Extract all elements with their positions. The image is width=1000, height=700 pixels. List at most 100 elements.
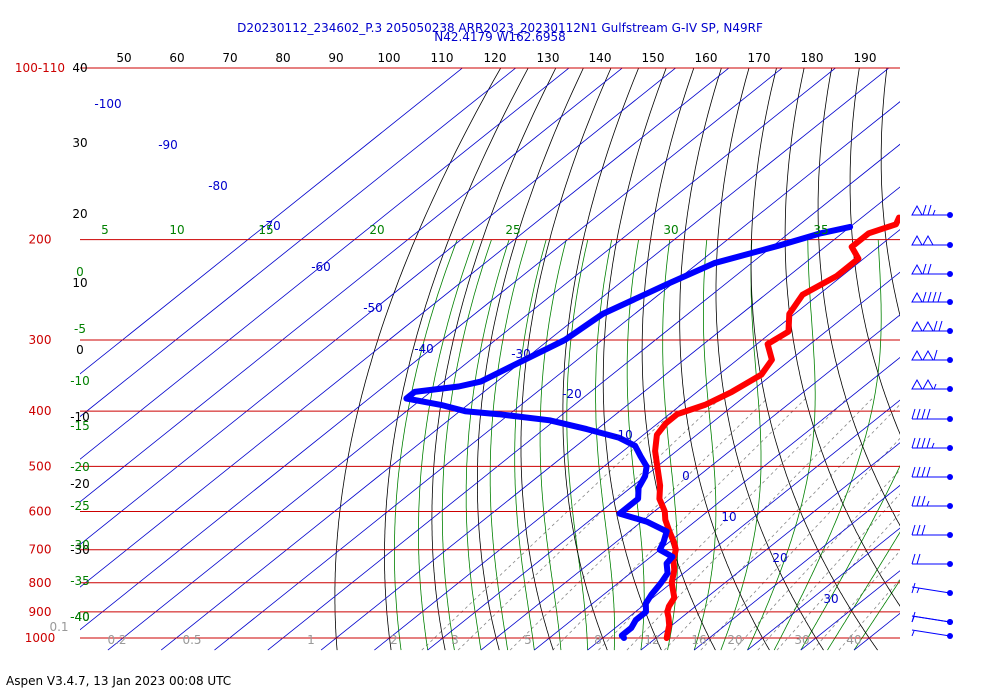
moist-adiabat-line: [418, 239, 475, 651]
wind-barb: [911, 495, 953, 509]
isobars: [80, 67, 900, 639]
wind-barb-half: [916, 587, 920, 594]
isotherm-label: -70: [261, 219, 281, 233]
moist-adiabat-label: -5: [74, 322, 86, 336]
wind-barb-station: [947, 619, 953, 625]
wind-barb-pennant: [922, 378, 934, 390]
left-axis-tick-label: 40: [72, 61, 87, 75]
moist-adiabat-line: [441, 239, 492, 651]
isotherm-label: 30: [823, 592, 838, 606]
isotherm-line: [693, 484, 900, 651]
dry-adiabat-line: [431, 68, 557, 651]
wind-barb: [911, 234, 953, 248]
mixing-ratio-line: [421, 398, 688, 651]
wind-barb-station: [947, 532, 953, 538]
wind-barb-full: [916, 495, 921, 507]
isotherm-line: [267, 143, 900, 651]
moist-adiabat-label: 10: [169, 223, 184, 237]
wind-barb-full: [933, 349, 938, 361]
pressure-tick-label: 800: [29, 576, 52, 590]
top-axis-tick-label: 170: [748, 51, 771, 65]
mixing-ratio-line: [664, 403, 900, 651]
mixing-ratio-label: 3: [451, 633, 459, 647]
wind-barb-full: [932, 291, 937, 303]
sounding-profiles: [403, 214, 900, 641]
isotherm-line: [320, 186, 900, 651]
wind-barb-pennant: [911, 263, 923, 275]
wind-barb-full: [911, 582, 916, 594]
wind-barb-station: [947, 357, 953, 363]
mixing-ratio-lines: [421, 398, 900, 651]
wind-barb-full: [916, 408, 921, 420]
mixing-ratio-label: 12: [644, 633, 659, 647]
wind-barb-station: [947, 271, 953, 277]
wind-barb-station: [947, 386, 953, 392]
mixing-ratio-line: [776, 512, 900, 651]
moist-adiabat-line: [853, 579, 900, 651]
wind-barb: [911, 437, 953, 451]
moist-adiabat-line: [489, 239, 528, 651]
wind-barb-full: [921, 437, 926, 449]
isotherm-label: -40: [414, 342, 434, 356]
wind-barb-full: [916, 553, 921, 565]
left-axis-tick-label: -30: [70, 543, 90, 557]
moist-adiabat-label: 30: [663, 223, 678, 237]
dry-adiabat-line: [715, 68, 824, 651]
isotherm-line: [80, 68, 517, 418]
chart-subtitle-location: N42.4179 W162.6958: [434, 30, 566, 44]
moist-adiabat-label: -25: [70, 499, 90, 513]
isotherm-line: [214, 101, 900, 651]
mixing-ratio-label: 40: [846, 633, 861, 647]
wind-barb-pennant: [911, 378, 923, 390]
left-axis-tick-label: -40: [70, 610, 90, 624]
moist-adiabat-line: [747, 239, 816, 651]
wind-barb-full: [911, 466, 916, 478]
moist-adiabat-label: -10: [70, 374, 90, 388]
isotherm-label: -90: [158, 138, 178, 152]
mixing-ratio-line: [598, 398, 848, 651]
isotherm-label: -50: [363, 301, 383, 315]
wind-barb-full: [927, 204, 932, 216]
isotherm-line: [427, 271, 900, 651]
pressure-tick-label: 200: [29, 233, 52, 247]
wind-barb-station: [947, 561, 953, 567]
wind-barb-full: [921, 524, 926, 536]
wind-barb-pennant: [922, 320, 934, 332]
moist-adiabat-label: 15: [258, 223, 273, 237]
wind-barb-half: [931, 442, 935, 449]
isotherm-label: 0: [682, 469, 690, 483]
top-axis-tick-label: 190: [854, 51, 877, 65]
moist-adiabat-line: [514, 239, 547, 651]
mixing-ratio-line: [733, 469, 900, 651]
dry-adiabat-line: [911, 55, 1000, 650]
pressure-tick-label: 400: [29, 404, 52, 418]
wind-barb-full: [922, 204, 927, 216]
wind-barb: [911, 408, 953, 422]
wind-barb-half: [932, 209, 936, 216]
dewpoint-profile: [403, 223, 854, 641]
wind-barb-station: [947, 474, 953, 480]
wind-barb: [911, 611, 953, 625]
wind-barb-full: [921, 495, 926, 507]
wind-barb-station: [947, 299, 953, 305]
mixing-ratio-line: [700, 437, 900, 651]
top-axis-tick-label: 70: [222, 51, 237, 65]
pressure-tick-label: 100-110: [15, 61, 65, 75]
top-axis-tick-label: 50: [116, 51, 131, 65]
dry-adiabat-line: [849, 68, 900, 435]
wind-barb-half: [933, 383, 937, 390]
moist-adiabat-line: [393, 239, 458, 651]
top-axis-tick-label: 60: [169, 51, 184, 65]
isotherm-line: [80, 68, 623, 503]
wind-barb-pennant: [911, 204, 923, 216]
moist-adiabat-line: [465, 239, 510, 651]
moist-adiabat-line: [693, 239, 717, 651]
wind-barb-half: [911, 616, 915, 623]
wind-barb-station: [947, 212, 953, 218]
isotherm-line: [80, 68, 677, 545]
wind-barb-full: [911, 553, 916, 565]
pressure-tick-label: 1000: [25, 631, 56, 645]
wind-barb-pennant: [911, 349, 923, 361]
moist-adiabat-label: -35: [70, 574, 90, 588]
